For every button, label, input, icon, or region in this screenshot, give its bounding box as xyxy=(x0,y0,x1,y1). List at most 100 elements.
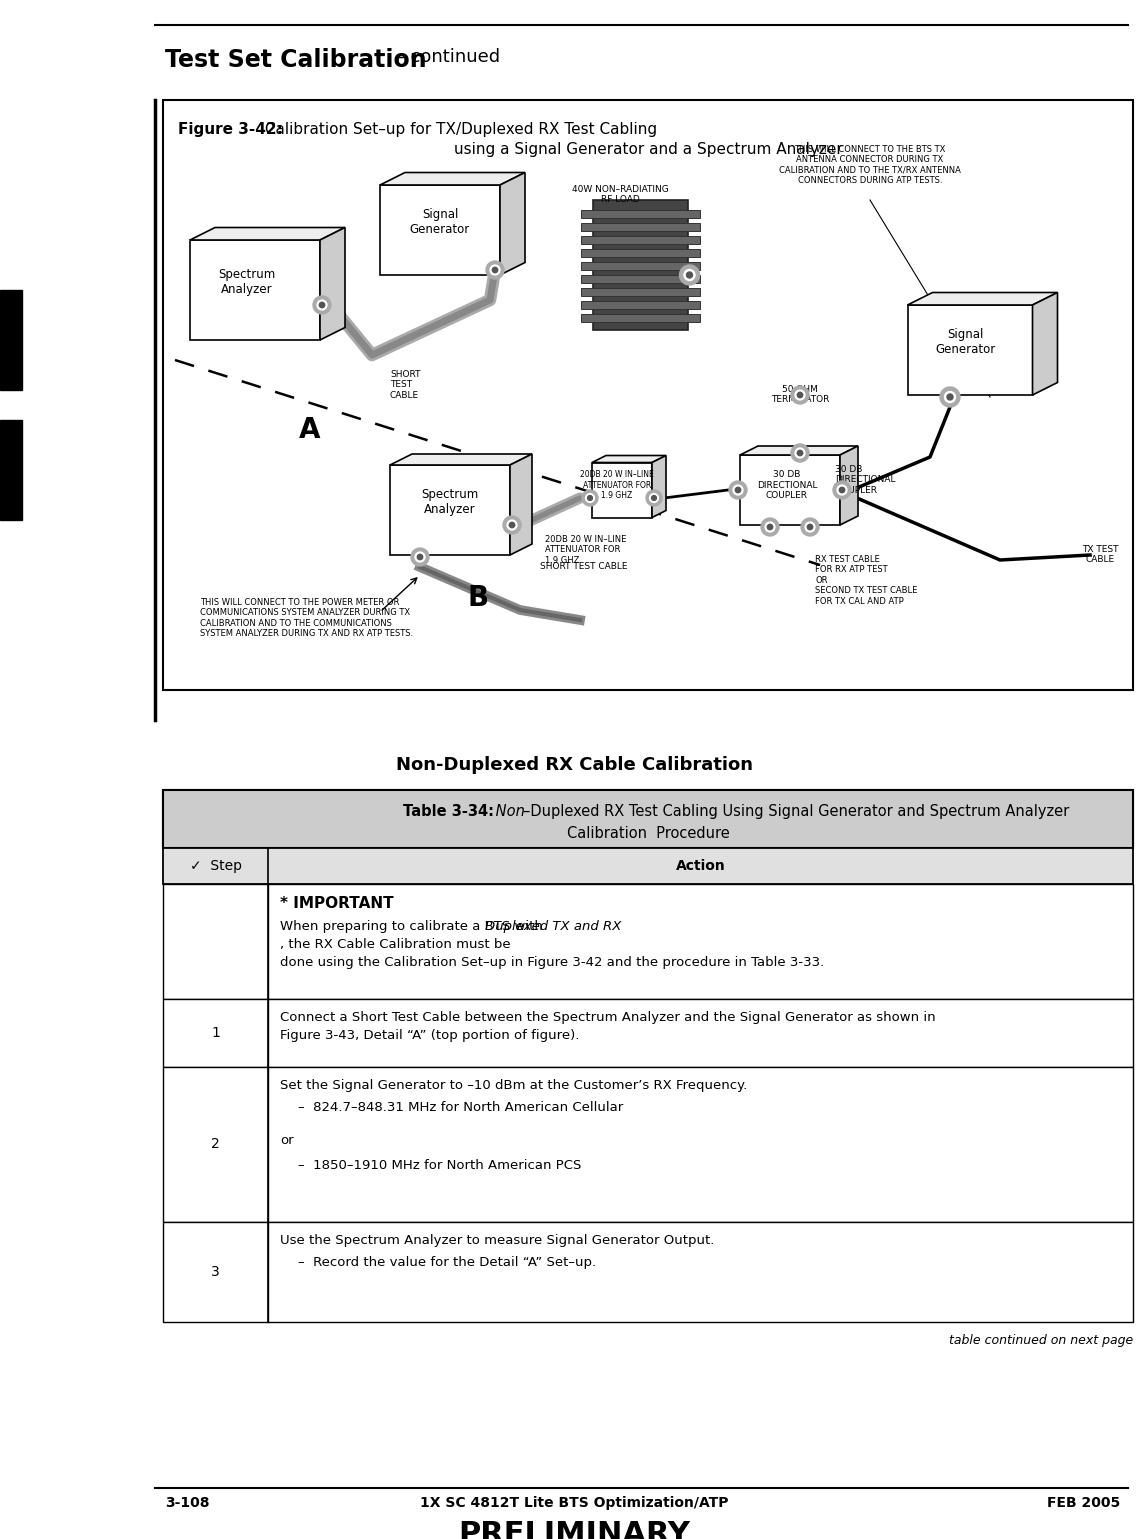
Text: Use the Spectrum Analyzer to measure Signal Generator Output.: Use the Spectrum Analyzer to measure Sig… xyxy=(280,1234,714,1247)
Text: – continued: – continued xyxy=(390,48,501,66)
Polygon shape xyxy=(191,240,320,340)
Text: Action: Action xyxy=(676,859,726,873)
Circle shape xyxy=(418,554,422,560)
Polygon shape xyxy=(1032,292,1057,396)
Circle shape xyxy=(684,269,695,280)
Text: –Duplexed RX Test Cabling Using Signal Generator and Spectrum Analyzer: –Duplexed RX Test Cabling Using Signal G… xyxy=(523,803,1069,819)
Bar xyxy=(0,289,22,389)
Text: A: A xyxy=(300,416,320,443)
Text: 20DB 20 W IN–LINE
ATTENUATOR FOR
1.9 GHZ: 20DB 20 W IN–LINE ATTENUATOR FOR 1.9 GHZ xyxy=(545,536,627,565)
Bar xyxy=(581,288,699,295)
Circle shape xyxy=(839,488,845,492)
Polygon shape xyxy=(380,172,525,185)
Circle shape xyxy=(801,519,819,536)
Polygon shape xyxy=(740,446,858,456)
Polygon shape xyxy=(740,456,840,525)
Bar xyxy=(592,200,688,329)
Text: Table 3-34:: Table 3-34: xyxy=(403,803,494,819)
Circle shape xyxy=(837,485,847,496)
Text: THIS WILL CONNECT TO THE POWER METER OR
COMMUNICATIONS SYSTEM ANALYZER DURING TX: THIS WILL CONNECT TO THE POWER METER OR … xyxy=(200,599,413,639)
Text: using a Signal Generator and a Spectrum Analyzer: using a Signal Generator and a Spectrum … xyxy=(453,142,843,157)
Text: Non-Duplexed RX Cable Calibration: Non-Duplexed RX Cable Calibration xyxy=(396,756,752,774)
Bar xyxy=(163,790,1133,848)
Text: –  824.7–848.31 MHz for North American Cellular: – 824.7–848.31 MHz for North American Ce… xyxy=(298,1100,623,1114)
Polygon shape xyxy=(592,463,652,517)
Circle shape xyxy=(761,519,779,536)
Circle shape xyxy=(798,451,802,456)
Circle shape xyxy=(947,394,953,400)
Bar xyxy=(581,262,699,269)
Text: –  Record the value for the Detail “A” Set–up.: – Record the value for the Detail “A” Se… xyxy=(298,1256,596,1270)
Circle shape xyxy=(805,522,815,532)
Circle shape xyxy=(945,391,955,403)
Circle shape xyxy=(507,520,517,529)
Text: done using the Calibration Set–up in Figure 3-42 and the procedure in Table 3-33: done using the Calibration Set–up in Fig… xyxy=(280,956,824,970)
Polygon shape xyxy=(840,446,858,525)
Bar xyxy=(581,223,699,231)
Polygon shape xyxy=(592,456,666,463)
Text: Signal
Generator: Signal Generator xyxy=(934,328,995,356)
Text: B: B xyxy=(467,583,489,613)
Text: 2: 2 xyxy=(211,1137,220,1151)
Circle shape xyxy=(411,548,429,566)
Text: SHORT
TEST
CABLE: SHORT TEST CABLE xyxy=(390,369,420,400)
Circle shape xyxy=(796,389,805,400)
Circle shape xyxy=(791,386,809,405)
Circle shape xyxy=(765,522,775,532)
Circle shape xyxy=(582,489,598,506)
Bar xyxy=(163,848,1133,883)
Text: or: or xyxy=(280,1134,294,1147)
Text: Calibration Set–up for TX/Duplexed RX Test Cabling: Calibration Set–up for TX/Duplexed RX Te… xyxy=(259,122,657,137)
Polygon shape xyxy=(390,465,510,556)
Circle shape xyxy=(680,265,699,285)
Text: –  1850–1910 MHz for North American PCS: – 1850–1910 MHz for North American PCS xyxy=(298,1159,581,1173)
Text: When preparing to calibrate a BTS with: When preparing to calibrate a BTS with xyxy=(280,920,548,933)
Polygon shape xyxy=(390,454,532,465)
Text: Spectrum
Analyzer: Spectrum Analyzer xyxy=(421,488,479,516)
Polygon shape xyxy=(652,456,666,517)
Circle shape xyxy=(687,272,692,279)
Text: 40W NON–RADIATING
RF LOAD: 40W NON–RADIATING RF LOAD xyxy=(572,185,668,205)
Text: RX TEST CABLE
FOR RX ATP TEST
OR
SECOND TX TEST CABLE
FOR TX CAL AND ATP: RX TEST CABLE FOR RX ATP TEST OR SECOND … xyxy=(815,556,917,606)
Text: Calibration  Procedure: Calibration Procedure xyxy=(567,826,729,840)
Circle shape xyxy=(646,489,662,506)
Text: Test Set Calibration: Test Set Calibration xyxy=(165,48,427,72)
Circle shape xyxy=(736,488,740,492)
Bar xyxy=(163,100,1133,689)
Circle shape xyxy=(729,482,747,499)
Circle shape xyxy=(490,265,499,275)
Bar xyxy=(581,209,699,219)
Bar xyxy=(581,235,699,245)
Text: FEB 2005: FEB 2005 xyxy=(1047,1496,1120,1510)
Text: ✓  Step: ✓ Step xyxy=(189,859,241,873)
Bar xyxy=(163,1067,1133,1222)
Bar xyxy=(163,790,1133,848)
Text: Signal
Generator: Signal Generator xyxy=(410,208,471,235)
Text: , the RX Cable Calibration must be: , the RX Cable Calibration must be xyxy=(280,937,511,951)
Bar xyxy=(163,883,1133,999)
Text: 3: 3 xyxy=(211,1265,220,1279)
Circle shape xyxy=(588,496,592,500)
Circle shape xyxy=(798,392,802,397)
Bar xyxy=(0,420,22,520)
Circle shape xyxy=(940,386,960,406)
Bar xyxy=(581,314,699,322)
Text: THIS WILL CONNECT TO THE BTS TX
ANTENNA CONNECTOR DURING TX
CALIBRATION AND TO T: THIS WILL CONNECT TO THE BTS TX ANTENNA … xyxy=(779,145,961,185)
Circle shape xyxy=(486,262,504,279)
Polygon shape xyxy=(908,292,1057,305)
Bar xyxy=(163,1222,1133,1322)
Text: 20DB 20 W IN–LINE
ATTENUATOR FOR
1.9 GHZ: 20DB 20 W IN–LINE ATTENUATOR FOR 1.9 GHZ xyxy=(580,469,654,500)
Text: Duplexed TX and RX: Duplexed TX and RX xyxy=(484,920,621,933)
Bar xyxy=(581,302,699,309)
Text: 1: 1 xyxy=(211,1027,220,1040)
Text: * IMPORTANT: * IMPORTANT xyxy=(280,896,394,911)
Circle shape xyxy=(317,300,327,309)
Text: TX TEST
CABLE: TX TEST CABLE xyxy=(1081,545,1118,565)
Circle shape xyxy=(791,443,809,462)
Circle shape xyxy=(510,522,514,528)
Circle shape xyxy=(503,516,521,534)
Circle shape xyxy=(650,494,659,502)
Circle shape xyxy=(319,302,325,308)
Text: Figure 3-42:: Figure 3-42: xyxy=(178,122,282,137)
Text: table continued on next page: table continued on next page xyxy=(948,1334,1133,1347)
